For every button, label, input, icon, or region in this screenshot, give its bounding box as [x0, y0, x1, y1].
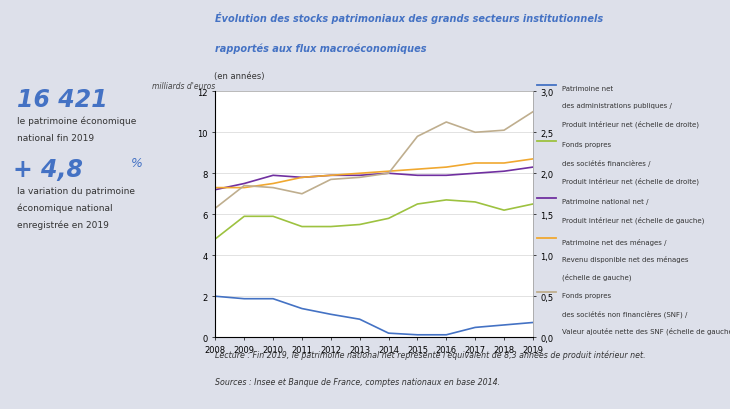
Text: Évolution des stocks patrimoniaux des grands secteurs institutionnels: Évolution des stocks patrimoniaux des gr… [215, 12, 604, 24]
Text: + 4,8: + 4,8 [12, 157, 82, 182]
Text: le patrimoine économique: le patrimoine économique [17, 117, 137, 126]
Text: Revenu disponible net des ménages: Revenu disponible net des ménages [561, 256, 688, 263]
Text: Lecture : Fin 2019, le patrimoine national net représente l'équivalent de 8,3 an: Lecture : Fin 2019, le patrimoine nation… [215, 350, 646, 359]
Text: Produit intérieur net (échelle de droite): Produit intérieur net (échelle de droite… [561, 177, 699, 184]
Text: Patrimoine net: Patrimoine net [561, 86, 612, 92]
Text: rapportés aux flux macroéconomiques: rapportés aux flux macroéconomiques [215, 43, 427, 54]
Text: milliards d'euros: milliards d'euros [153, 82, 215, 91]
Text: des administrations publiques /: des administrations publiques / [561, 103, 672, 109]
Text: %: % [131, 156, 143, 169]
Text: (échelle de gauche): (échelle de gauche) [561, 273, 631, 281]
Text: la variation du patrimoine: la variation du patrimoine [17, 186, 135, 195]
Text: des sociétés financières /: des sociétés financières / [561, 160, 650, 166]
Text: national fin 2019: national fin 2019 [17, 134, 94, 143]
Text: Fonds propres: Fonds propres [561, 292, 611, 298]
Text: Fonds propres: Fonds propres [561, 142, 611, 148]
Text: 16 421: 16 421 [17, 88, 108, 112]
Text: Produit intérieur net (échelle de droite): Produit intérieur net (échelle de droite… [561, 121, 699, 128]
Text: Valeur ajoutée nette des SNF (échelle de gauche): Valeur ajoutée nette des SNF (échelle de… [561, 327, 730, 334]
Text: enregistrée en 2019: enregistrée en 2019 [17, 220, 109, 230]
Text: des sociétés non financières (SNF) /: des sociétés non financières (SNF) / [561, 310, 687, 317]
Text: (en années): (en années) [214, 72, 264, 81]
Text: économique national: économique national [17, 203, 112, 213]
Text: Patrimoine national net /: Patrimoine national net / [561, 198, 648, 204]
Text: Sources : Insee et Banque de France, comptes nationaux en base 2014.: Sources : Insee et Banque de France, com… [215, 377, 501, 386]
Text: Produit intérieur net (échelle de gauche): Produit intérieur net (échelle de gauche… [561, 216, 704, 223]
Text: Patrimoine net des ménages /: Patrimoine net des ménages / [561, 238, 666, 245]
